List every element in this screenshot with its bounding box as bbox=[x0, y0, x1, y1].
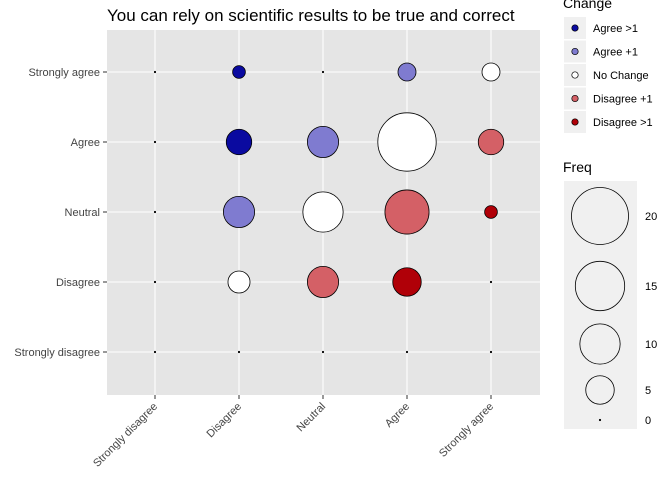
freq-legend-circle bbox=[585, 375, 615, 405]
freq-legend-circle bbox=[574, 260, 626, 312]
bubble-point bbox=[302, 191, 344, 233]
x-tick-label: Strongly agree bbox=[437, 401, 496, 460]
bubbles bbox=[153, 62, 505, 354]
y-tick-label: Disagree bbox=[56, 277, 100, 289]
legend-swatch bbox=[571, 24, 579, 32]
freq-legend-label: 0 bbox=[645, 415, 651, 427]
bubble-point bbox=[397, 62, 417, 82]
y-tick-label: Strongly disagree bbox=[14, 347, 100, 359]
freq-legend-title: Freq bbox=[563, 159, 592, 175]
y-tick-label: Agree bbox=[71, 137, 100, 149]
legend-label: Disagree >1 bbox=[593, 117, 653, 129]
bubble-point bbox=[306, 265, 340, 299]
x-tick-label: Neutral bbox=[295, 401, 329, 435]
bubble-point bbox=[222, 195, 256, 229]
bubble-point bbox=[153, 140, 157, 144]
bubble-point bbox=[153, 210, 157, 214]
bubble-point bbox=[377, 112, 437, 172]
bubble-point bbox=[477, 128, 505, 156]
bubble-point bbox=[481, 62, 501, 82]
bubble-point bbox=[321, 350, 325, 354]
freq-legend-label: 5 bbox=[645, 385, 651, 397]
y-axis-ticks: Strongly disagree Disagree Neutral Agree Str… bbox=[14, 67, 107, 359]
chart-title: You can rely on scientific results to be… bbox=[107, 6, 515, 25]
bubble-point bbox=[484, 205, 498, 219]
freq-legend-circle bbox=[598, 418, 602, 422]
bubble-point bbox=[225, 128, 253, 156]
bubble-point bbox=[153, 350, 157, 354]
bubble-point bbox=[321, 70, 325, 74]
bubble-point bbox=[237, 350, 241, 354]
legend-swatch bbox=[571, 71, 579, 79]
x-tick-label: Strongly disagree bbox=[91, 401, 160, 470]
freq-legend-label: 15 bbox=[645, 281, 657, 293]
legend-swatch bbox=[571, 47, 579, 56]
bubble-point bbox=[232, 65, 246, 79]
bubble-point bbox=[227, 270, 251, 294]
legend-swatch bbox=[571, 118, 579, 126]
legend-label: Agree +1 bbox=[593, 47, 638, 59]
bubble-point bbox=[153, 280, 157, 284]
legend-label: No Change bbox=[593, 70, 649, 82]
bubble-point bbox=[384, 189, 430, 235]
bubble-point bbox=[392, 267, 422, 297]
freq-legend-circle bbox=[571, 187, 629, 245]
change-legend: Change Agree >1 Agree +1 No Change Disagree… bbox=[563, 0, 653, 133]
legend-swatch bbox=[571, 94, 579, 103]
bubble-point bbox=[489, 280, 493, 284]
freq-legend: Freq 20 15 10 5 0 bbox=[563, 159, 657, 429]
legend-label: Agree >1 bbox=[593, 23, 638, 35]
bubble-point bbox=[306, 125, 340, 159]
bubble-point bbox=[489, 350, 493, 354]
x-tick-label: Agree bbox=[383, 401, 412, 430]
legend-label: Disagree +1 bbox=[593, 94, 653, 106]
freq-legend-label: 20 bbox=[645, 211, 657, 223]
change-legend-title: Change bbox=[563, 0, 612, 11]
bubble-point bbox=[405, 350, 409, 354]
bubble-point bbox=[153, 70, 157, 74]
freq-legend-label: 10 bbox=[645, 339, 657, 351]
y-tick-label: Strongly agree bbox=[28, 67, 100, 79]
freq-legend-circle bbox=[579, 323, 621, 365]
x-tick-label: Disagree bbox=[205, 401, 245, 441]
x-axis-ticks: Strongly disagree Disagree Neutral Agree Str… bbox=[91, 395, 496, 470]
y-tick-label: Neutral bbox=[65, 207, 100, 219]
